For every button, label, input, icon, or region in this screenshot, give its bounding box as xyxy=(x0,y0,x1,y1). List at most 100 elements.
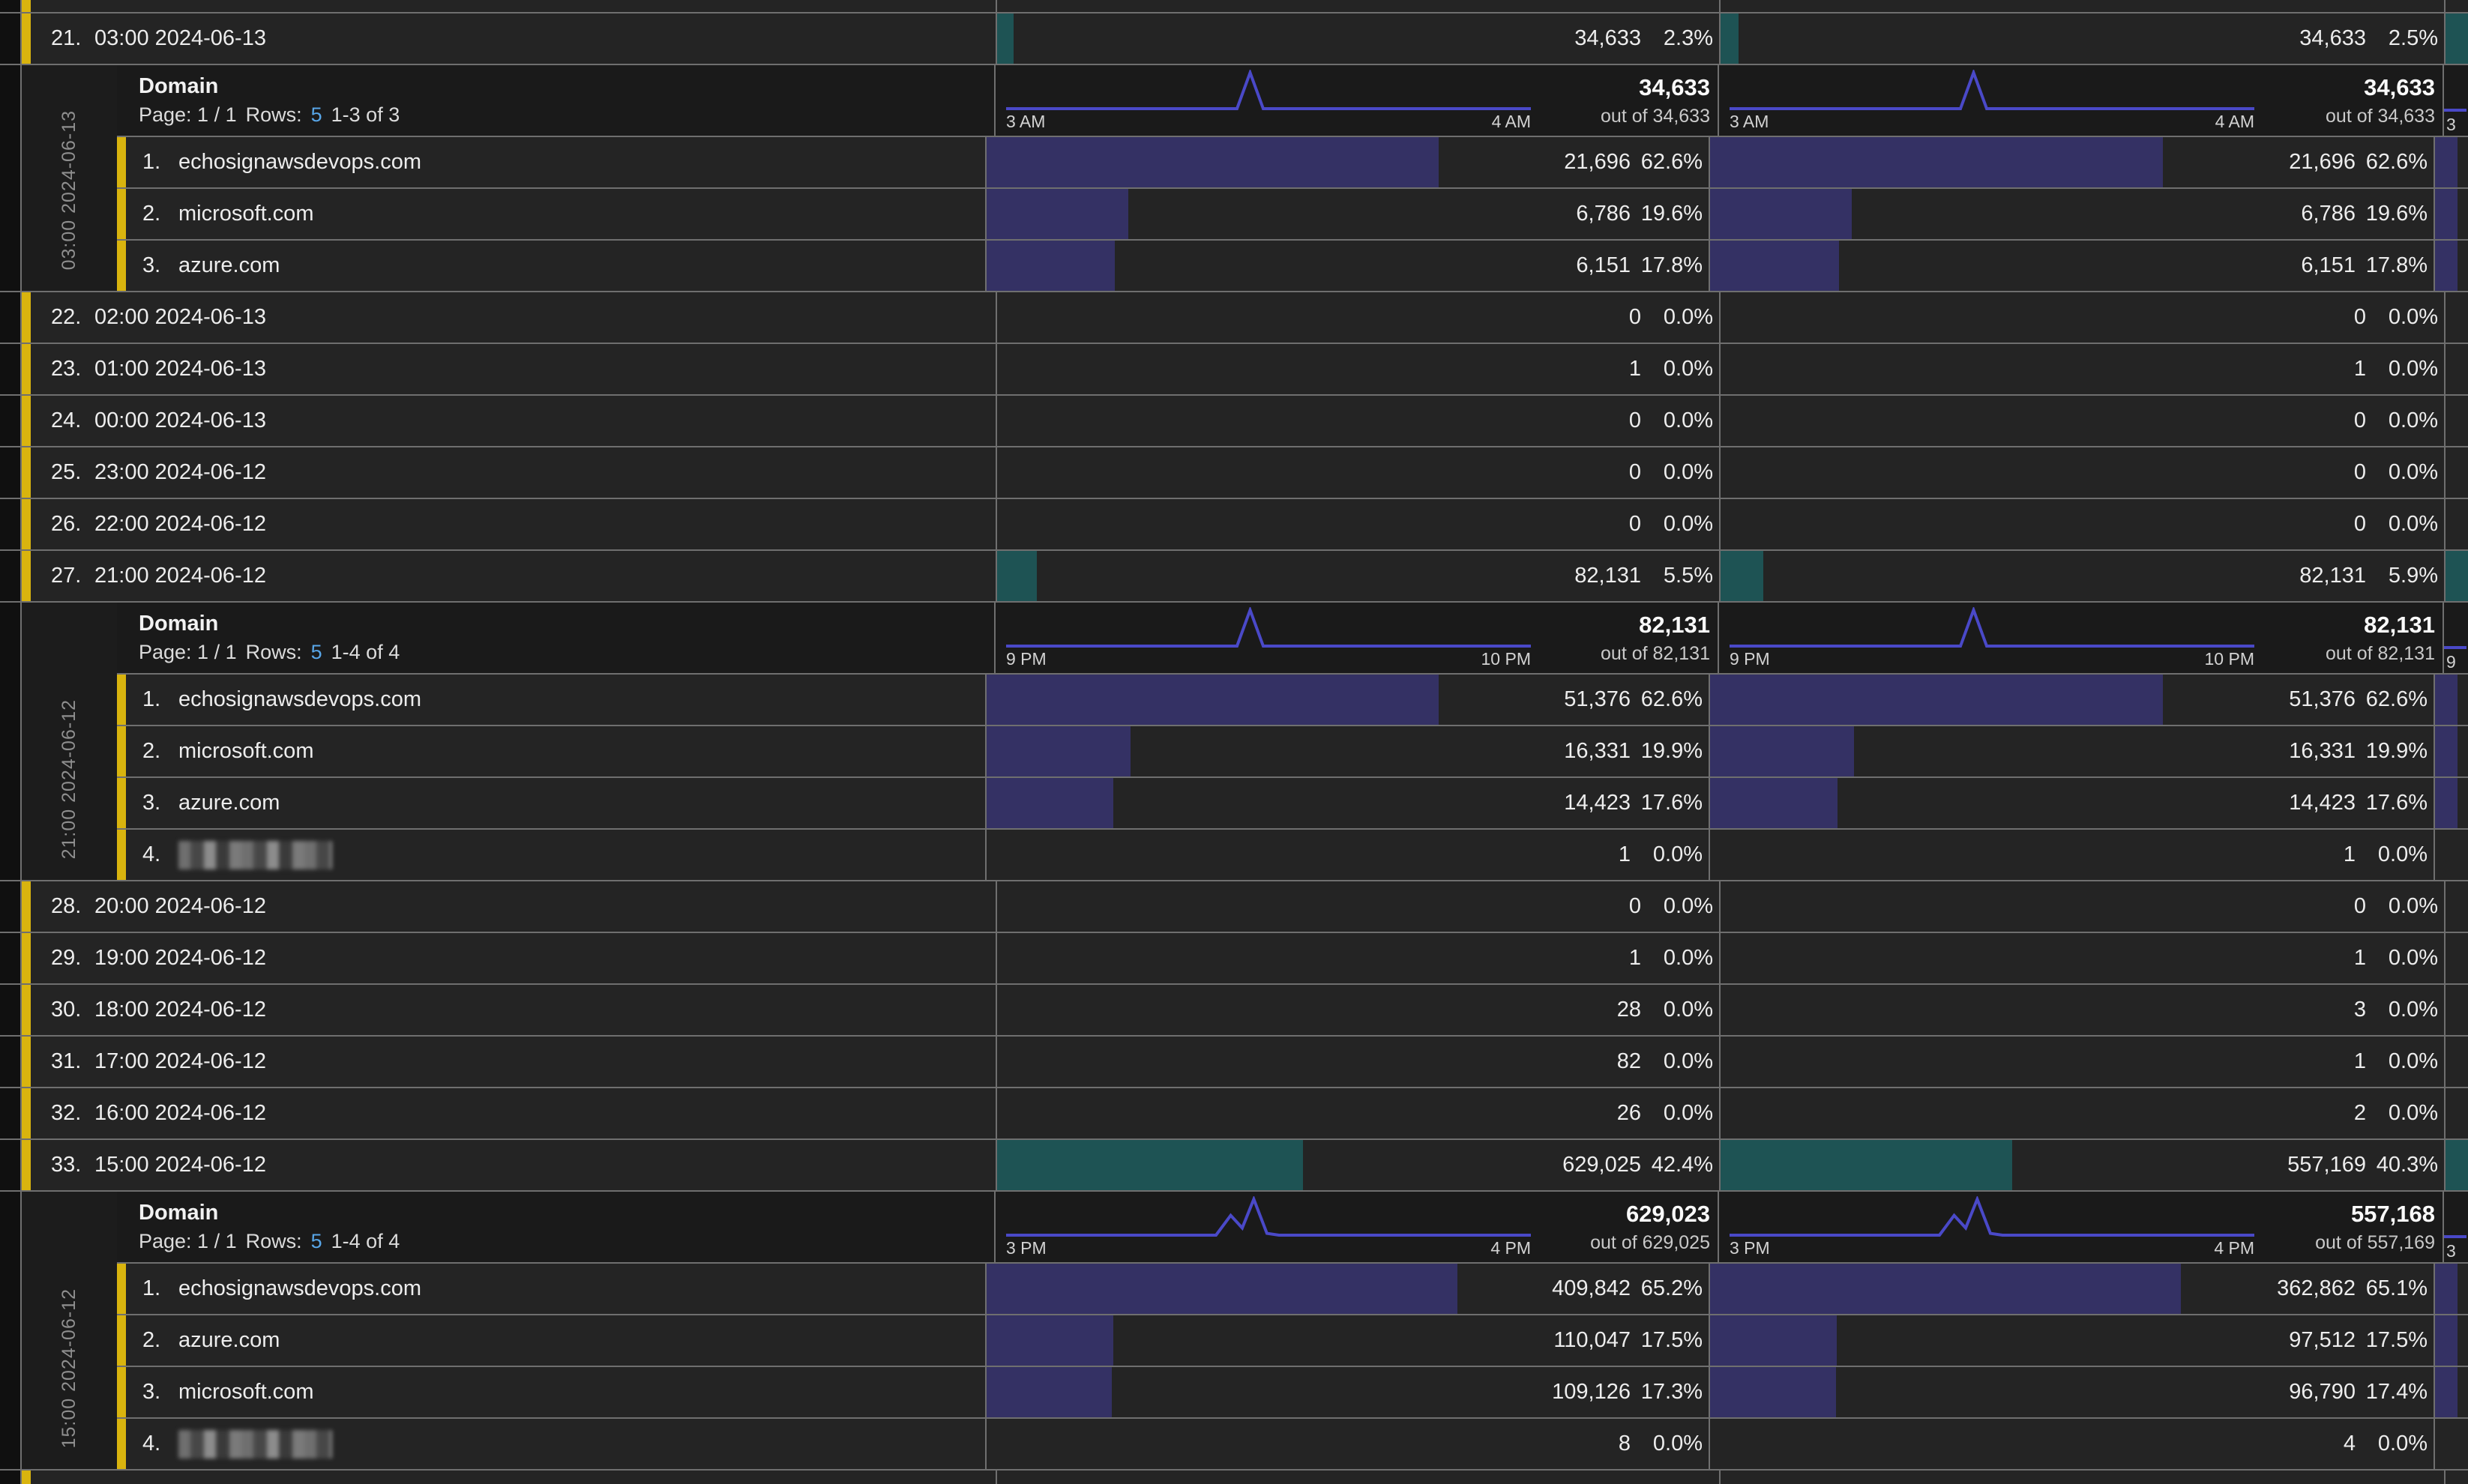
domain-dimension-cell[interactable]: 2. microsoft.com xyxy=(126,726,987,776)
metric-percent: 0.0% xyxy=(2388,1101,2438,1125)
domain-dimension-cell[interactable]: 3. microsoft.com xyxy=(126,1367,987,1417)
dimension-cell[interactable]: 23. 01:00 2024-06-13 xyxy=(31,344,997,394)
dimension-cell[interactable]: 31. 17:00 2024-06-12 xyxy=(31,1037,997,1087)
hour-row[interactable]: 24. 00:00 2024-06-13 0 0.0% 0 0.0% xyxy=(0,396,2468,447)
hour-row[interactable]: 21. 03:00 2024-06-13 34,633 2.3% 34,633 2.5% xyxy=(0,13,2468,65)
domain-dimension-cell[interactable]: 2. azure.com xyxy=(126,1315,987,1366)
domain-row[interactable]: 4. 8 0.0% 4 0.0% xyxy=(117,1419,2468,1469)
domain-row[interactable]: 2. microsoft.com 16,331 19.9% 16,331 19.9% xyxy=(117,726,2468,778)
domain-row-index: 3. xyxy=(142,1380,161,1404)
hour-row[interactable]: 32. 16:00 2024-06-12 26 0.0% 2 0.0% xyxy=(0,1088,2468,1140)
domain-row-label: azure.com xyxy=(178,1328,280,1352)
left-accent xyxy=(117,1264,126,1314)
domain-dimension-cell[interactable]: 2. microsoft.com xyxy=(126,189,987,239)
dimension-cell[interactable]: 22. 02:00 2024-06-13 xyxy=(31,292,997,343)
metric-percent: 0.0% xyxy=(2388,305,2438,329)
breakdown-title-block: Domain Page: 1 / 1 Rows: 5 1-4 of 4 xyxy=(117,1192,996,1262)
dimension-cell[interactable]: 32. 16:00 2024-06-12 xyxy=(31,1088,997,1138)
domain-row[interactable]: 3. azure.com 14,423 17.6% 14,423 17.6% xyxy=(117,778,2468,830)
domain-dimension-cell[interactable]: 3. azure.com xyxy=(126,778,987,828)
domain-row[interactable]: 3. microsoft.com 109,126 17.3% 96,790 17.4% xyxy=(117,1367,2468,1419)
domain-dimension-cell[interactable]: 1. echosignawsdevops.com xyxy=(126,675,987,725)
hour-row[interactable]: 22. 02:00 2024-06-13 0 0.0% 0 0.0% xyxy=(0,292,2468,344)
hour-row[interactable]: 33. 15:00 2024-06-12 629,025 42.4% 557,169 40… xyxy=(0,1140,2468,1192)
domain-dimension-cell[interactable]: 4. xyxy=(126,830,987,880)
metric-bar xyxy=(987,778,1114,828)
metric-bar xyxy=(2435,1264,2458,1314)
metric-percent: 0.0% xyxy=(1663,408,1713,432)
metric-percent: 0.0% xyxy=(1663,1101,1713,1125)
domain-row[interactable]: 1. echosignawsdevops.com 51,376 62.6% 51,376… xyxy=(117,675,2468,726)
hour-row[interactable]: 30. 18:00 2024-06-12 28 0.0% 3 0.0% xyxy=(0,985,2468,1037)
domain-row[interactable]: 2. microsoft.com 6,786 19.6% 6,786 19.6% xyxy=(117,189,2468,241)
metric-cell: 8 0.0% xyxy=(987,1419,1710,1469)
dimension-cell[interactable]: 30. 18:00 2024-06-12 xyxy=(31,985,997,1035)
metric-values: 16,331 19.9% xyxy=(987,726,1709,776)
domain-row[interactable]: 1. echosignawsdevops.com 409,842 65.2% 362,8… xyxy=(117,1264,2468,1315)
left-accent xyxy=(22,933,31,983)
breakdown-total-outof: out of 629,025 xyxy=(1590,1232,1710,1253)
dimension-cell[interactable]: 29. 19:00 2024-06-12 xyxy=(31,933,997,983)
domain-row[interactable]: 3. azure.com 6,151 17.8% 6,151 17.8% xyxy=(117,241,2468,291)
hour-row[interactable]: 31. 17:00 2024-06-12 82 0.0% 1 0.0% xyxy=(0,1037,2468,1088)
dimension-cell[interactable]: 21. 03:00 2024-06-13 xyxy=(31,13,997,64)
hour-row[interactable]: 28. 20:00 2024-06-12 0 0.0% 0 0.0% xyxy=(0,881,2468,933)
rows-per-page-value[interactable]: 5 xyxy=(310,1230,322,1252)
metric-cell: 0 0.0% xyxy=(1721,292,2446,343)
sparkline xyxy=(1006,1196,1531,1237)
metric-bar xyxy=(987,1315,1113,1366)
metric-cell: 97,512 17.5% xyxy=(1710,1315,2435,1366)
hour-row[interactable]: 26. 22:00 2024-06-12 0 0.0% 0 0.0% xyxy=(0,499,2468,551)
sparkline-axis-labels: 3 AM 4 AM xyxy=(1006,112,1531,132)
rows-per-page-value[interactable]: 5 xyxy=(310,641,322,663)
hour-row[interactable]: 23. 01:00 2024-06-13 1 0.0% 1 0.0% xyxy=(0,344,2468,396)
dimension-cell[interactable]: 27. 21:00 2024-06-12 xyxy=(31,551,997,601)
domain-row[interactable]: 4. 1 0.0% 1 0.0% xyxy=(117,830,2468,880)
breakdown-total: 557,168 out of 557,169 xyxy=(2315,1201,2435,1254)
hour-row-index: 26. xyxy=(51,512,82,536)
metric-column-3-sliver xyxy=(2435,1315,2458,1366)
hour-row-index: 22. xyxy=(51,305,82,329)
domain-row[interactable]: 2. azure.com 110,047 17.5% 97,512 17.5% xyxy=(117,1315,2468,1367)
metric-cell: 1 0.0% xyxy=(1721,344,2446,394)
domain-dimension-cell[interactable]: 1. echosignawsdevops.com xyxy=(126,1264,987,1314)
metric-bar xyxy=(1710,726,1855,776)
metric-values: 0 0.0% xyxy=(1721,881,2444,932)
metric-percent: 40.3% xyxy=(2376,1153,2438,1177)
metric-column-3-sliver xyxy=(2446,499,2468,549)
hour-row[interactable]: 29. 19:00 2024-06-12 1 0.0% 1 0.0% xyxy=(0,933,2468,985)
domain-dimension-cell[interactable]: 3. azure.com xyxy=(126,241,987,291)
domain-dimension-cell[interactable]: 1. echosignawsdevops.com xyxy=(126,137,987,187)
dimension-cell[interactable]: 28. 20:00 2024-06-12 xyxy=(31,881,997,932)
domain-row[interactable]: 1. echosignawsdevops.com 21,696 62.6% 21,696… xyxy=(117,137,2468,189)
dimension-cell[interactable]: 26. 22:00 2024-06-12 xyxy=(31,499,997,549)
metric-value: 109,126 xyxy=(1552,1380,1631,1404)
metric-values: 1 0.0% xyxy=(1721,933,2444,983)
left-accent xyxy=(22,1088,31,1138)
hour-row[interactable]: 25. 23:00 2024-06-12 0 0.0% 0 0.0% xyxy=(0,447,2468,499)
hour-row-label: 21:00 2024-06-12 xyxy=(94,564,266,588)
rows-per-page-value[interactable]: 5 xyxy=(310,103,322,126)
metric-percent: 0.0% xyxy=(1663,1049,1713,1073)
dimension-cell[interactable]: 24. 00:00 2024-06-13 xyxy=(31,396,997,446)
metric-values: 1 0.0% xyxy=(1721,344,2444,394)
left-gutter xyxy=(0,1192,20,1469)
left-gutter xyxy=(0,551,20,601)
metric-value: 1 xyxy=(2343,842,2356,866)
dimension-cell[interactable]: 25. 23:00 2024-06-12 xyxy=(31,447,997,498)
metric-values: 0 0.0% xyxy=(1721,396,2444,446)
domain-dimension-cell[interactable]: 4. xyxy=(126,1419,987,1469)
metric-bar xyxy=(2446,1140,2468,1190)
metric-cell: 110,047 17.5% xyxy=(987,1315,1710,1366)
metric-cell: 14,423 17.6% xyxy=(1710,778,2435,828)
dimension-cell[interactable]: 33. 15:00 2024-06-12 xyxy=(31,1140,997,1190)
metric-values: 6,786 19.6% xyxy=(1710,189,2434,239)
hour-row[interactable]: 27. 21:00 2024-06-12 82,131 5.5% 82,131 5.9% xyxy=(0,551,2468,603)
metric-cell: 1 0.0% xyxy=(1721,933,2446,983)
metric-value: 0 xyxy=(2353,460,2366,484)
metric-bar xyxy=(2435,1367,2458,1417)
rows-label: Rows: xyxy=(245,641,302,663)
metric-cell: 28 0.0% xyxy=(997,985,1721,1035)
